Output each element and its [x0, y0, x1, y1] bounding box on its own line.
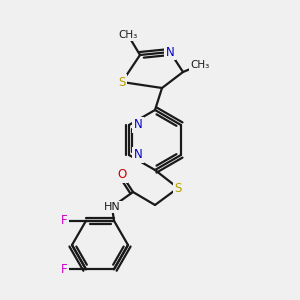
Text: CH₃: CH₃	[190, 60, 210, 70]
Text: N: N	[134, 148, 142, 161]
Text: S: S	[118, 76, 126, 88]
Text: F: F	[61, 214, 67, 227]
Text: S: S	[174, 182, 182, 194]
Text: O: O	[117, 169, 127, 182]
Text: N: N	[166, 46, 174, 59]
Text: N: N	[134, 118, 142, 131]
Text: F: F	[61, 263, 67, 276]
Text: HN: HN	[103, 202, 120, 212]
Text: CH₃: CH₃	[118, 30, 138, 40]
